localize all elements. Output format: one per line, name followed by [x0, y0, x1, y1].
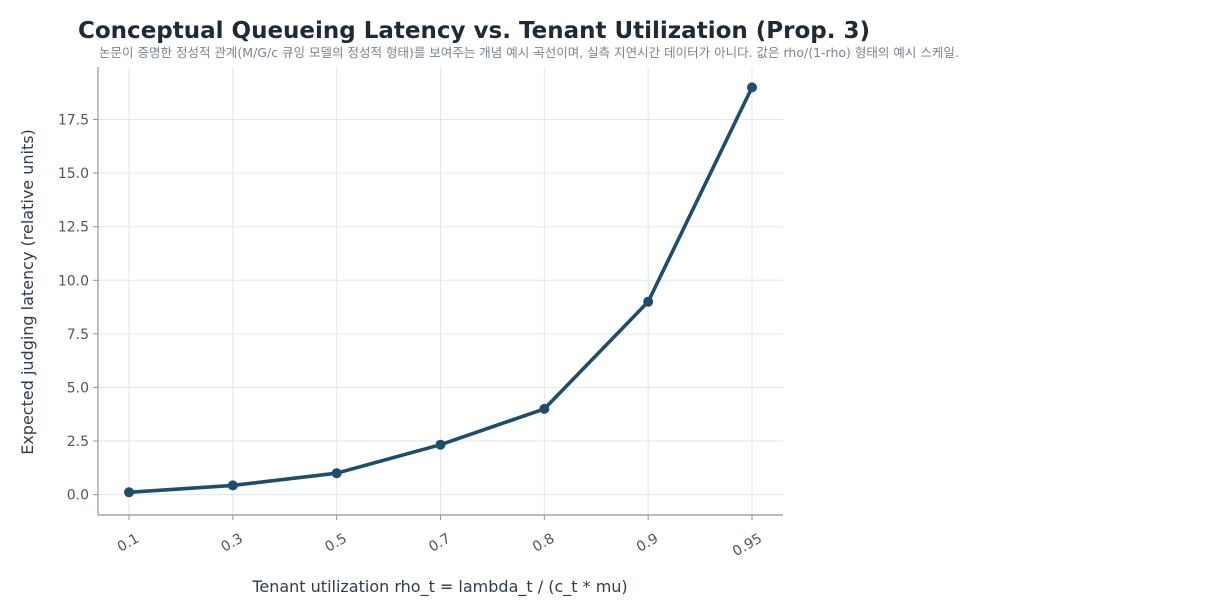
data-point	[539, 403, 550, 414]
data-point	[124, 487, 134, 498]
x-tick-label: 0.1	[115, 531, 142, 556]
chart-title: Conceptual Queueing Latency vs. Tenant U…	[78, 18, 870, 44]
series-layer	[124, 82, 757, 498]
y-tick-label: 17.5	[58, 113, 89, 129]
y-tick-label: 10.0	[58, 273, 89, 289]
x-tick-label: 0.95	[730, 531, 765, 560]
x-tick-label: 0.9	[634, 531, 661, 556]
grid-layer	[98, 67, 783, 515]
y-tick-label: 5.0	[67, 380, 89, 396]
data-point	[435, 439, 446, 450]
y-tick-label: 12.5	[58, 220, 89, 236]
x-tick-label: 0.8	[530, 531, 557, 556]
x-tick-label: 0.3	[219, 531, 246, 556]
data-point	[643, 296, 654, 307]
data-point	[331, 468, 342, 479]
y-tick-label: 15.0	[58, 166, 89, 182]
y-tick-label: 0.0	[67, 488, 89, 504]
y-axis-label: Expected judging latency (relative units…	[18, 129, 37, 455]
y-tick-label: 2.5	[67, 434, 89, 450]
ticks-layer: 0.0 2.5 5.0 7.5 10.0 12.5 15.0 17.5 0.1 0.3 0.5 0.7…	[58, 113, 765, 561]
x-tick-label: 0.7	[426, 531, 453, 556]
x-axis-label: Tenant utilization rho_t = lambda_t / (c…	[251, 577, 627, 597]
data-point	[747, 82, 757, 93]
y-tick-label: 7.5	[67, 327, 89, 343]
chart-subtitle: 논문이 증명한 정성적 관계(M/G/c 큐잉 모델의 정성적 형태)를 보여주…	[99, 45, 959, 60]
x-tick-label: 0.5	[322, 531, 349, 556]
data-point	[227, 480, 238, 491]
